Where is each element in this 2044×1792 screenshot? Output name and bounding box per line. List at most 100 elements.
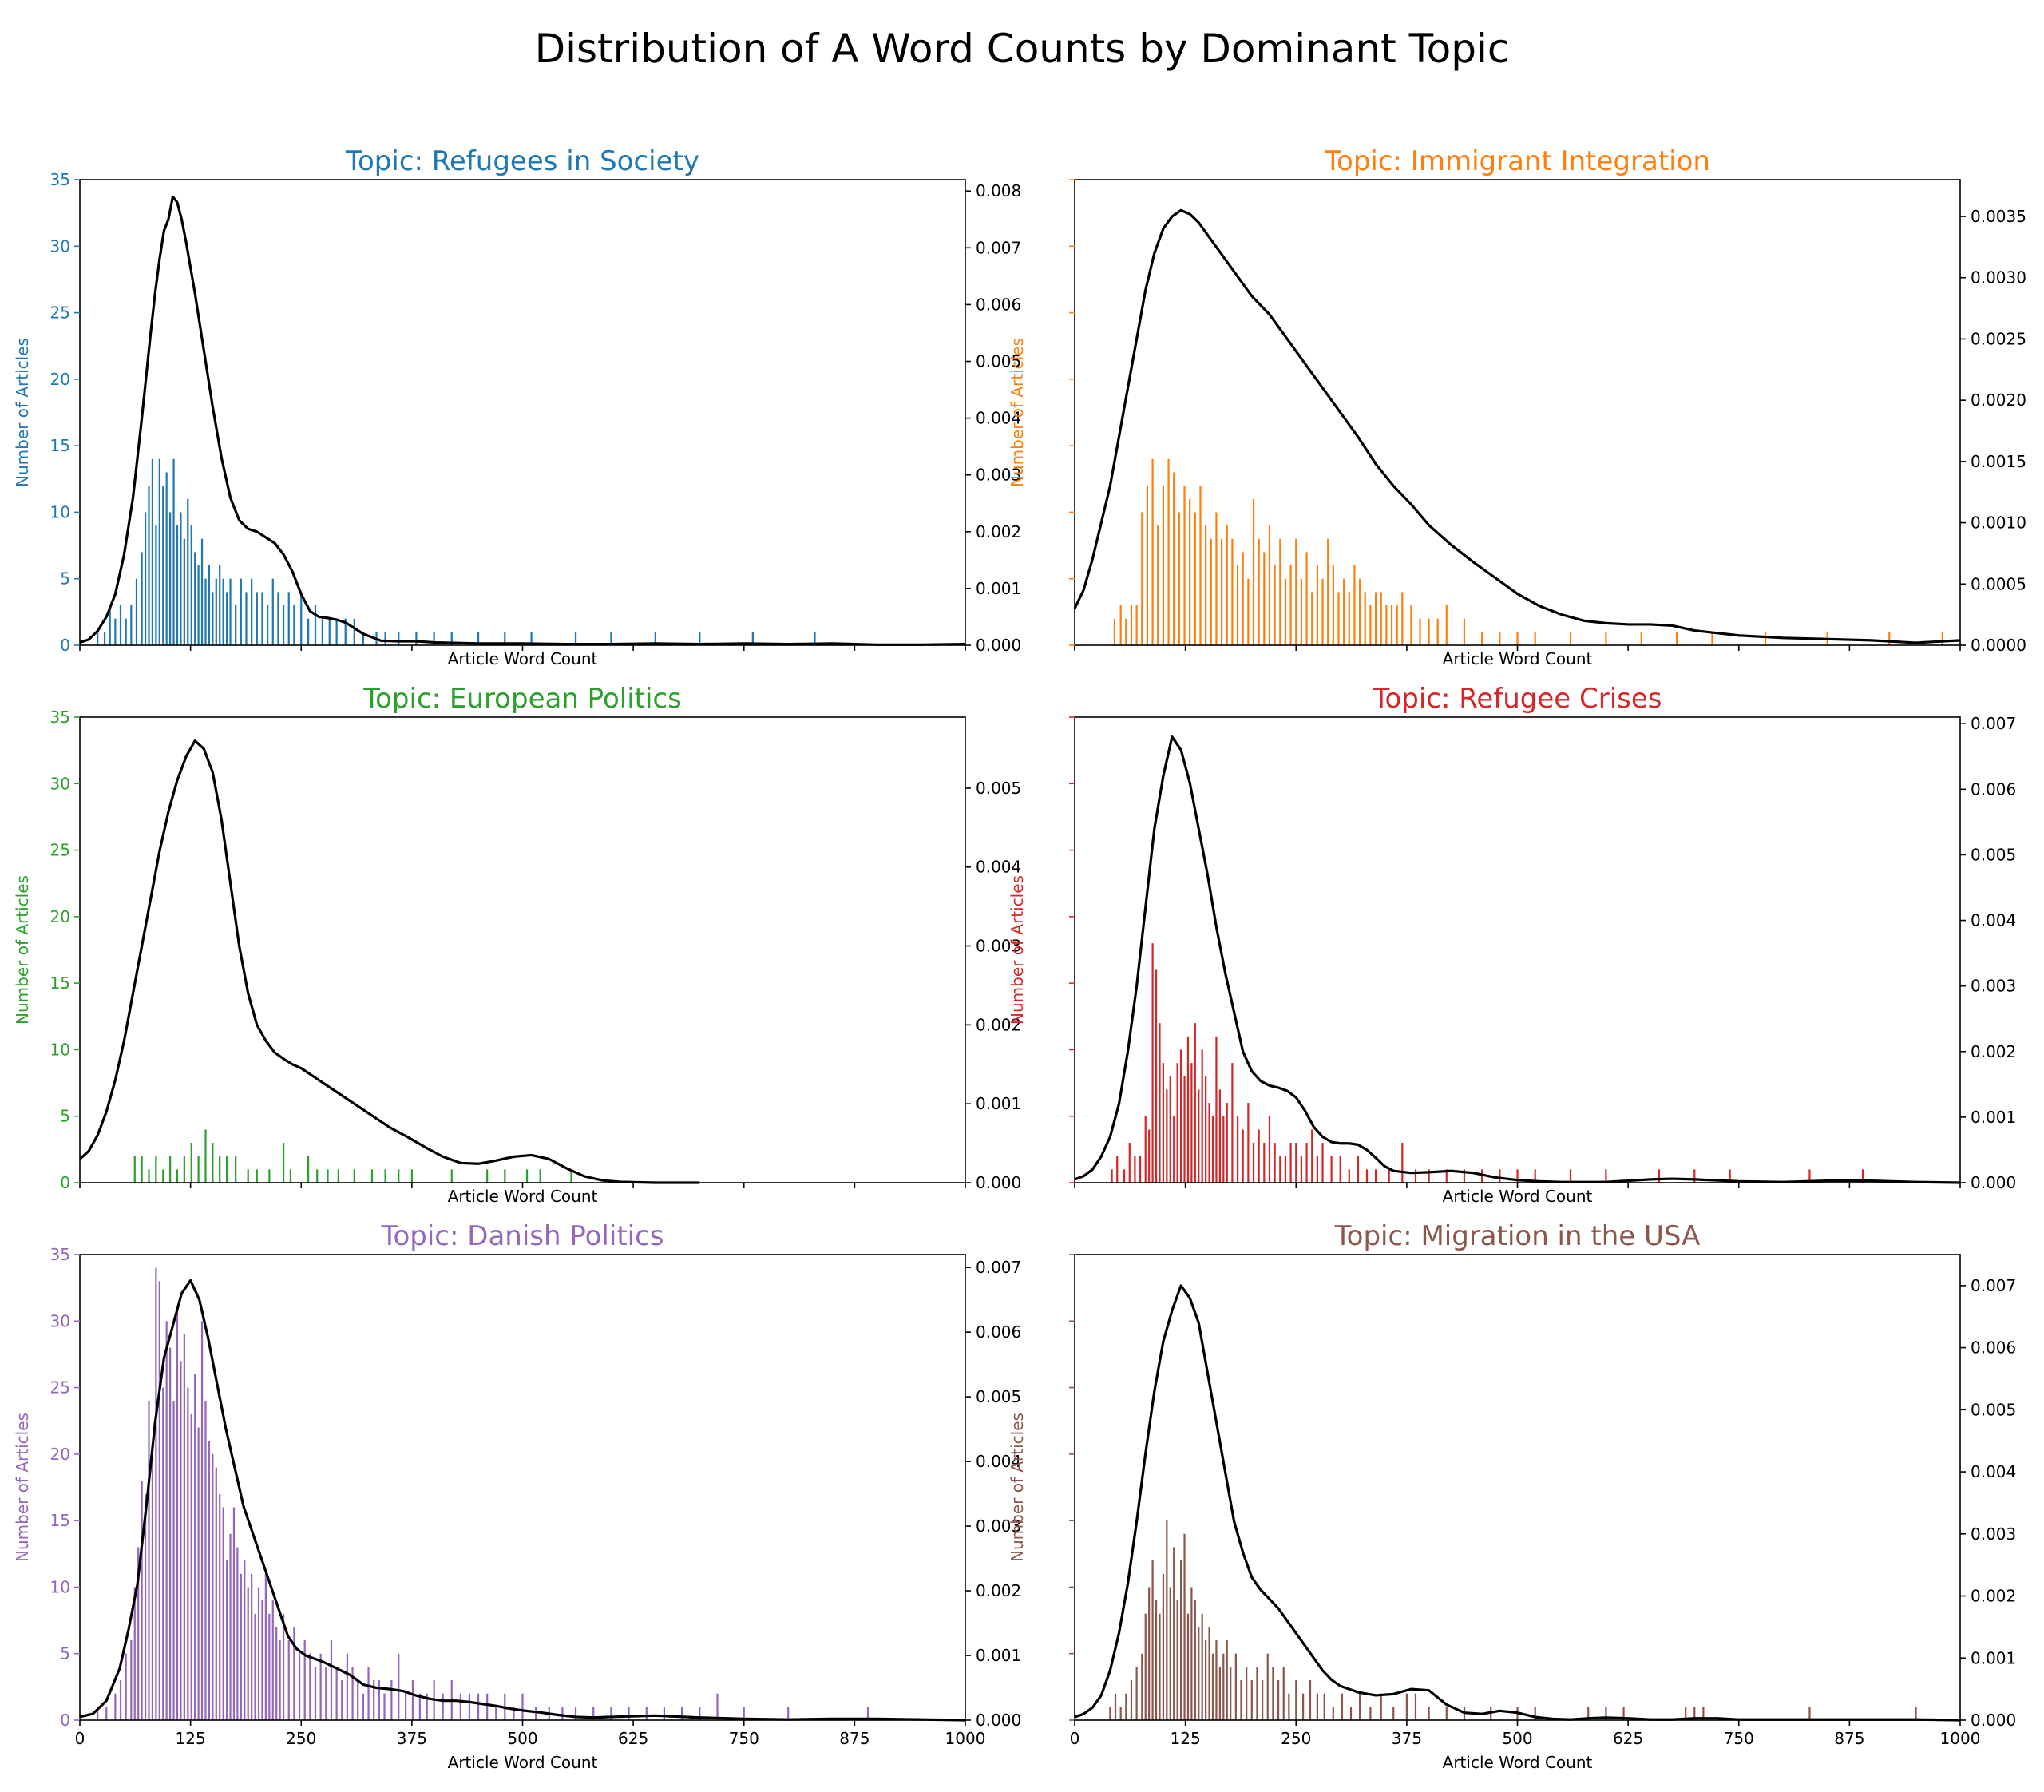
histogram-bar — [1262, 1680, 1264, 1720]
histogram-bar — [169, 1347, 172, 1720]
histogram-bar — [1215, 1036, 1218, 1183]
histogram-bar — [215, 578, 217, 645]
histogram-bar — [1141, 1653, 1143, 1720]
x-axis-label: Article Word Count — [448, 1753, 598, 1772]
y2-tick-label: 0.006 — [976, 295, 1021, 314]
histogram-bar — [235, 605, 237, 645]
histogram-bar — [1295, 1143, 1297, 1183]
histogram-bar — [1339, 1156, 1341, 1183]
y2-tick-label: 0.002 — [1971, 1042, 2016, 1061]
y2-tick-label: 0.002 — [976, 1015, 1021, 1034]
histogram-bar — [351, 1667, 354, 1720]
x-tick-label: 125 — [176, 1729, 206, 1748]
histogram-bar — [1183, 1533, 1186, 1720]
histogram-bar — [1419, 618, 1421, 645]
histogram-bar — [1534, 1169, 1536, 1183]
histogram-bar — [1130, 605, 1133, 645]
y2-tick-label: 0.0020 — [1971, 391, 2026, 410]
histogram-bar — [1256, 1667, 1258, 1720]
histogram-bar — [1481, 1169, 1483, 1183]
histogram-bar — [353, 618, 355, 645]
histogram-bar — [1348, 1169, 1350, 1183]
x-tick-label: 1000 — [1940, 1729, 1981, 1748]
histogram-bar — [1222, 1116, 1225, 1183]
x-tick-label: 125 — [1171, 1729, 1201, 1748]
histogram-bar — [1295, 538, 1297, 645]
y2-tick-label: 0.005 — [976, 1387, 1021, 1406]
histogram-bar — [405, 1693, 407, 1720]
y-tick-label: 15 — [50, 1511, 70, 1530]
histogram-bar — [335, 618, 338, 645]
histogram-bar — [162, 486, 164, 645]
y-tick-label: 5 — [60, 1644, 70, 1663]
histogram-bar — [162, 1169, 164, 1183]
histogram-bar — [1311, 592, 1313, 645]
histogram-bar — [346, 1653, 349, 1720]
histogram-bar — [1414, 1169, 1417, 1183]
histogram-bar — [105, 1707, 108, 1720]
histogram-bar — [486, 1169, 489, 1183]
histogram-bar — [561, 1707, 564, 1720]
histogram-bar — [1178, 512, 1180, 645]
histogram-bar — [1323, 1693, 1325, 1720]
histogram-bar — [1231, 538, 1234, 645]
histogram-bar — [1189, 498, 1191, 645]
histogram-bar — [373, 1680, 375, 1720]
histogram-bar — [1179, 1560, 1182, 1720]
histogram-bar — [1242, 552, 1244, 645]
histogram-bar — [1888, 632, 1891, 645]
histogram-bar — [1169, 1076, 1171, 1183]
histogram-bar — [1194, 1600, 1196, 1720]
y2-tick-label: 0.004 — [976, 858, 1021, 877]
histogram-bar — [1211, 1653, 1214, 1720]
histogram-bar — [235, 1156, 237, 1183]
histogram-bar — [125, 1653, 127, 1720]
histogram-bar — [1605, 632, 1607, 645]
histogram-bar — [282, 605, 285, 645]
histogram-bar — [271, 1600, 274, 1720]
histogram-bar — [325, 1667, 327, 1720]
histogram-bar — [1208, 1627, 1210, 1720]
histogram-bar — [327, 1169, 329, 1183]
histogram-bar — [574, 1707, 577, 1720]
histogram-bar — [1194, 512, 1196, 645]
histogram-bar — [1167, 458, 1170, 645]
histogram-bar — [1284, 1156, 1287, 1183]
y2-tick-label: 0.003 — [976, 466, 1021, 485]
histogram-bar — [504, 1169, 506, 1183]
histogram-bar — [362, 632, 364, 645]
histogram-bar — [530, 632, 533, 645]
histogram-bar — [1365, 1169, 1369, 1183]
histogram-bar — [1274, 565, 1276, 645]
histogram-bar — [1348, 592, 1350, 645]
x-axis-label: Article Word Count — [1443, 649, 1593, 668]
histogram-bar — [1201, 1613, 1203, 1720]
histogram-bar — [204, 1401, 207, 1720]
histogram-bar — [1369, 605, 1372, 645]
histogram-bar — [282, 1613, 285, 1720]
histogram-bar — [1240, 1680, 1242, 1720]
histogram-bar — [1445, 1707, 1448, 1720]
histogram-bar — [1396, 605, 1398, 645]
histogram-bar — [1385, 605, 1388, 645]
histogram-bar — [1711, 632, 1713, 645]
histogram-bar — [114, 618, 117, 645]
histogram-bar — [197, 1156, 200, 1183]
histogram-bar — [1190, 1063, 1193, 1183]
histogram-bar — [197, 1427, 200, 1720]
histogram-bar — [1364, 592, 1366, 645]
y2-tick-label: 0.007 — [1971, 1276, 2016, 1295]
x-tick-label: 250 — [286, 1729, 316, 1748]
histogram-bar — [450, 1169, 453, 1183]
histogram-bar — [1162, 1573, 1165, 1720]
histogram-bar — [1605, 1169, 1607, 1183]
histogram-bar — [1300, 1156, 1303, 1183]
histogram-bar — [275, 1627, 278, 1720]
x-tick-label: 500 — [507, 1729, 537, 1748]
x-tick-label: 625 — [618, 1729, 648, 1748]
histogram-bar — [1374, 592, 1377, 645]
histogram-bar — [1808, 1707, 1811, 1720]
histogram-bar — [1151, 943, 1154, 1183]
y-tick-label: 30 — [50, 774, 70, 793]
histogram-bar — [133, 1156, 136, 1183]
